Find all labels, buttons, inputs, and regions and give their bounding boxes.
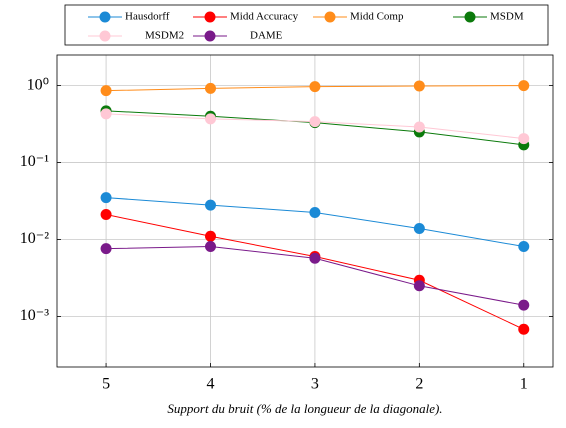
legend-label: Midd Comp: [350, 11, 404, 23]
x-tick-label: 3: [311, 376, 319, 393]
marker: [518, 323, 530, 335]
legend-marker: [99, 11, 111, 23]
marker: [413, 121, 425, 133]
legend-marker: [204, 11, 216, 23]
marker: [100, 243, 112, 255]
marker: [309, 207, 321, 219]
marker: [309, 81, 321, 93]
marker: [309, 116, 321, 128]
legend-box: [64, 4, 549, 46]
marker: [518, 133, 530, 145]
marker: [413, 222, 425, 234]
x-tick-label: 4: [206, 376, 214, 393]
marker: [518, 299, 530, 311]
legend-label: MSDM2: [145, 30, 184, 42]
x-tick-label: 1: [520, 376, 528, 393]
legend-marker: [204, 30, 216, 42]
x-tick-label: 5: [102, 376, 110, 393]
y-tick-label: 10⁻³: [20, 307, 49, 324]
marker: [309, 252, 321, 264]
marker: [100, 85, 112, 97]
x-tick-label: 2: [415, 376, 423, 393]
legend-label: Midd Accuracy: [230, 11, 299, 23]
marker: [204, 241, 216, 253]
legend-label: MSDM: [490, 11, 524, 23]
legend-marker: [99, 30, 111, 42]
marker: [100, 108, 112, 120]
y-tick-label: 10⁰: [27, 76, 49, 93]
x-axis-label: Support du bruit (% de la longueur de la…: [167, 401, 442, 416]
legend-label: DAME: [250, 30, 283, 42]
marker: [204, 113, 216, 125]
marker: [204, 199, 216, 211]
marker: [204, 82, 216, 94]
y-tick-label: 10⁻¹: [20, 153, 49, 170]
marker: [413, 80, 425, 92]
y-tick-label: 10⁻²: [20, 230, 49, 247]
marker: [100, 192, 112, 204]
legend-label: Hausdorff: [125, 11, 170, 23]
marker: [413, 280, 425, 292]
legend-marker: [464, 11, 476, 23]
plot-frame: [56, 54, 554, 368]
marker: [518, 80, 530, 92]
marker: [518, 241, 530, 253]
marker: [100, 209, 112, 221]
legend-marker: [324, 11, 336, 23]
marker: [204, 230, 216, 242]
